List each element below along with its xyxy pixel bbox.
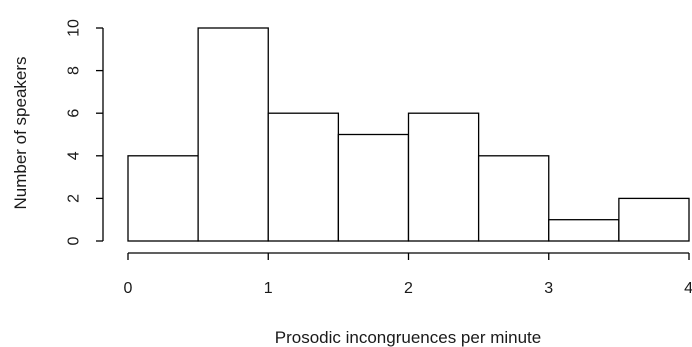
- histogram-bar-8: [618, 197, 690, 242]
- bars-group: [127, 27, 690, 242]
- x-tick-label-4: 4: [684, 280, 692, 297]
- y-tick-label-6: 6: [66, 109, 83, 118]
- y-tick-label-10: 10: [66, 19, 83, 37]
- histogram-bar-1: [127, 155, 199, 242]
- histogram-bar-5: [407, 112, 480, 242]
- y-tick-label-8: 8: [66, 66, 83, 75]
- y-tick-label-2: 2: [66, 194, 83, 203]
- histogram-bar-7: [548, 219, 620, 242]
- x-tick-label-3: 3: [544, 280, 553, 297]
- x-tick-label-2: 2: [404, 280, 413, 297]
- x-tick-label-0: 0: [124, 280, 133, 297]
- x-axis-title: Prosodic incongruences per minute: [275, 328, 541, 347]
- x-axis: 0 1 2 3 4: [124, 252, 692, 297]
- y-tick-label-4: 4: [66, 151, 83, 160]
- y-axis-title: Number of speakers: [11, 56, 30, 209]
- histogram-bar-2: [197, 27, 269, 242]
- x-tick-label-1: 1: [264, 280, 273, 297]
- histogram-bar-4: [337, 133, 410, 242]
- histogram-bar-6: [477, 155, 550, 242]
- y-axis: 0 2 4 6 8 10: [66, 19, 104, 245]
- y-tick-label-0: 0: [66, 236, 83, 245]
- histogram-bar-3: [267, 112, 340, 242]
